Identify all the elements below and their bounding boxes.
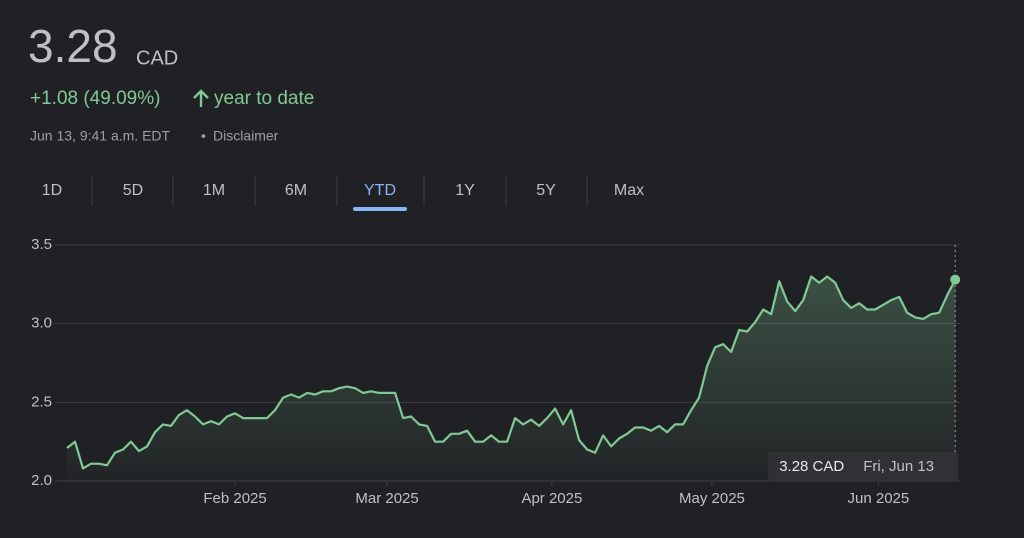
timestamp: Jun 13, 9:41 a.m. EDT	[30, 128, 171, 144]
period: year to date	[214, 88, 314, 109]
x-tick-label: Feb 2025	[203, 490, 266, 507]
change: +1.08 (49.09%)	[30, 88, 160, 109]
plot: 2.0 2.5 3.0 3.5 Feb 2025 Mar 2025 Apr 2025 May …	[31, 236, 961, 507]
disclaimer[interactable]: Disclaimer	[213, 128, 279, 144]
area	[67, 276, 956, 481]
range-tab[interactable]: 5Y	[536, 182, 556, 199]
end-point	[950, 274, 961, 285]
range-tab[interactable]: 6M	[285, 182, 307, 199]
x-tick-label: Apr 2025	[521, 490, 582, 507]
tooltip-box	[768, 452, 959, 482]
range-tab[interactable]: Max	[614, 182, 644, 199]
range-tab[interactable]: 1Y	[455, 182, 475, 199]
y-tick-label: 3.0	[31, 315, 52, 332]
separator: •	[201, 128, 206, 144]
range-tabs: 1D 5D 1M 6M YTD 1Y 5Y Max	[42, 176, 644, 211]
y-tick-label: 3.5	[31, 236, 52, 253]
range-tab[interactable]: YTD	[364, 182, 396, 199]
price: 3.28	[28, 20, 118, 72]
tooltip-price: 3.28 CAD	[779, 458, 844, 475]
price-line	[66, 275, 957, 470]
x-tick-label: Mar 2025	[355, 490, 418, 507]
x-tick-label: Jun 2025	[848, 490, 910, 507]
range-tab[interactable]: 1D	[42, 182, 62, 199]
range-tab[interactable]: 1M	[203, 182, 225, 199]
x-tick-label: May 2025	[679, 490, 745, 507]
y-tick-label: 2.0	[31, 472, 52, 489]
tooltip-date: Fri, Jun 13	[863, 458, 934, 475]
up-arrow	[193, 89, 209, 107]
tab-indicator	[353, 207, 407, 211]
y-tick-label: 2.5	[31, 393, 52, 410]
range-tab[interactable]: 5D	[123, 182, 143, 199]
currency: CAD	[136, 47, 178, 69]
